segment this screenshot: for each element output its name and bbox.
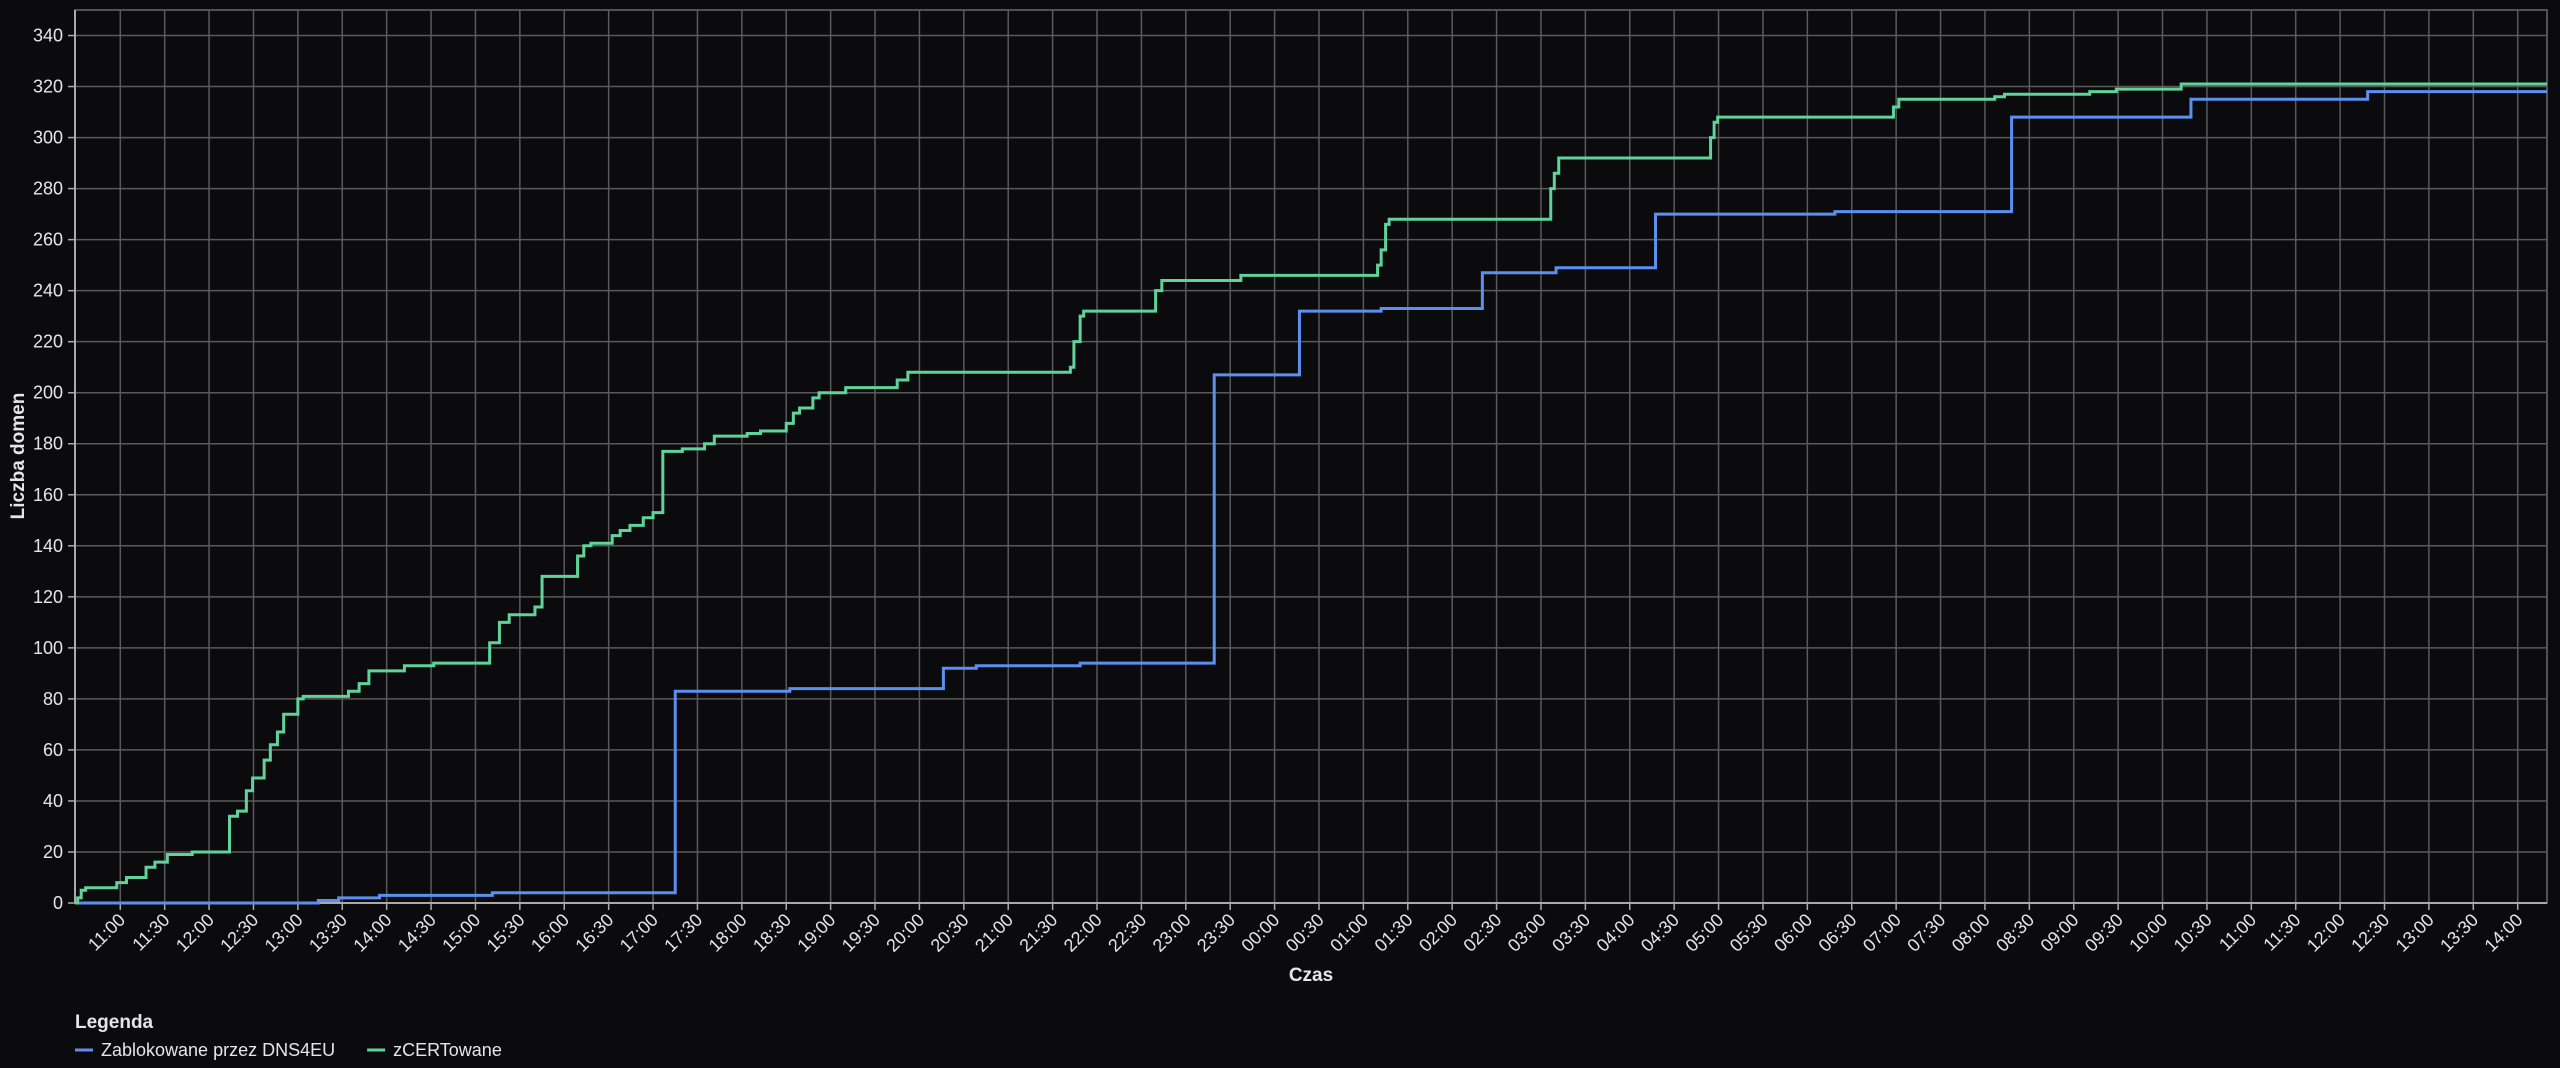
- y-tick-label: 160: [33, 485, 63, 505]
- y-tick-label: 60: [43, 740, 63, 760]
- y-tick-label: 0: [53, 893, 63, 913]
- y-tick-label: 40: [43, 791, 63, 811]
- y-tick-label: 340: [33, 26, 63, 46]
- legend-title: Legenda: [75, 1012, 154, 1033]
- y-tick-label: 280: [33, 179, 63, 199]
- plot-area: [74, 9, 2548, 904]
- x-axis-title: Czas: [1289, 965, 1333, 986]
- series-line: [75, 82, 2547, 905]
- y-axis-title: Liczba domen: [8, 393, 29, 520]
- y-tick-label: 200: [33, 383, 63, 403]
- y-tick-label: 240: [33, 281, 63, 301]
- y-tick-label: 140: [33, 536, 63, 556]
- y-tick-label: 80: [43, 689, 63, 709]
- y-tick-label: 180: [33, 434, 63, 454]
- y-tick-label: 120: [33, 587, 63, 607]
- legend-label: zCERTowane: [393, 1040, 502, 1060]
- series-line: [75, 90, 2547, 905]
- y-tick-label: 100: [33, 638, 63, 658]
- legend-label: Zablokowane przez DNS4EU: [101, 1040, 335, 1060]
- y-tick-label: 260: [33, 230, 63, 250]
- y-tick-label: 300: [33, 128, 63, 148]
- y-tick-label: 220: [33, 332, 63, 352]
- y-tick-label: 320: [33, 77, 63, 97]
- y-tick-label: 20: [43, 842, 63, 862]
